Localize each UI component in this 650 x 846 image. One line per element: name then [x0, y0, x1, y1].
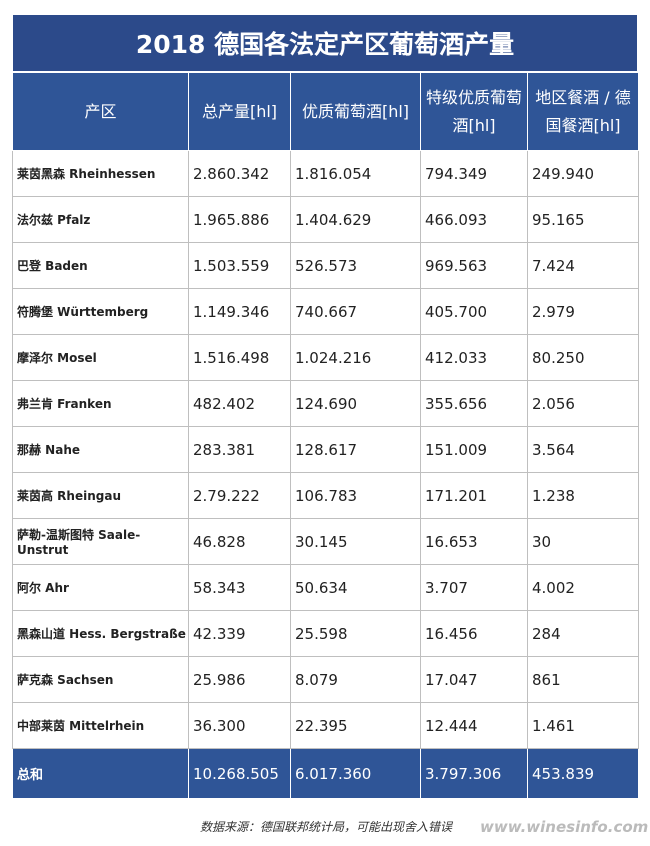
cell: 产区 — [12, 72, 189, 151]
cell: 1.965.886 — [188, 196, 291, 243]
cell: 16.456 — [420, 610, 528, 657]
cell: 22.395 — [290, 702, 421, 749]
cell: 128.617 — [290, 426, 421, 473]
table-wrap: 2018 德国各法定产区葡萄酒产量 产区 总产量[hl] 优质葡萄酒[hl] 特级优质… — [12, 14, 639, 799]
data-row: 萨勒-温斯图特 Saale-Unstrut 46.828 30.145 16.653 3… — [12, 518, 639, 565]
cell: 16.653 — [420, 518, 528, 565]
cell: 摩泽尔 Mosel — [12, 334, 189, 381]
data-row: 法尔兹 Pfalz 1.965.886 1.404.629 466.093 95.165 — [12, 196, 639, 243]
cell: 30.145 — [290, 518, 421, 565]
cell: 50.634 — [290, 564, 421, 611]
data-row: 中部莱茵 Mittelrhein 36.300 22.395 12.444 1.461 — [12, 702, 639, 749]
cell: 284 — [527, 610, 639, 657]
cell: 6.017.360 — [290, 748, 421, 799]
cell: 405.700 — [420, 288, 528, 335]
cell: 12.444 — [420, 702, 528, 749]
cell: 1.461 — [527, 702, 639, 749]
cell: 1.816.054 — [290, 150, 421, 197]
cell: 10.268.505 — [188, 748, 291, 799]
cell: 符腾堡 Württemberg — [12, 288, 189, 335]
cell: 优质葡萄酒[hl] — [290, 72, 421, 151]
cell: 阿尔 Ahr — [12, 564, 189, 611]
cell: 3.707 — [420, 564, 528, 611]
data-row: 那赫 Nahe 283.381 128.617 151.009 3.564 — [12, 426, 639, 473]
cell: 1.149.346 — [188, 288, 291, 335]
cell: 4.002 — [527, 564, 639, 611]
cell: 1.024.216 — [290, 334, 421, 381]
cell: 特级优质葡萄酒[hl] — [420, 72, 528, 151]
cell: 794.349 — [420, 150, 528, 197]
cell: 8.079 — [290, 656, 421, 703]
cell: 法尔兹 Pfalz — [12, 196, 189, 243]
cell: 969.563 — [420, 242, 528, 289]
cell: 25.986 — [188, 656, 291, 703]
cell: 740.667 — [290, 288, 421, 335]
cell: 2.860.342 — [188, 150, 291, 197]
data-row: 莱茵黑森 Rheinhessen 2.860.342 1.816.054 794.34… — [12, 150, 639, 197]
cell: 861 — [527, 656, 639, 703]
data-row: 弗兰肯 Franken 482.402 124.690 355.656 2.056 — [12, 380, 639, 427]
cell: 黑森山道 Hess. Bergstraße — [12, 610, 189, 657]
cell: 中部莱茵 Mittelrhein — [12, 702, 189, 749]
cell: 124.690 — [290, 380, 421, 427]
data-row: 莱茵高 Rheingau 2.79.222 106.783 171.201 1.238 — [12, 472, 639, 519]
watermark: www.winesinfo.com — [480, 818, 649, 836]
cell: 1.404.629 — [290, 196, 421, 243]
cell: 莱茵黑森 Rheinhessen — [12, 150, 189, 197]
cell: 3.564 — [527, 426, 639, 473]
data-row: 巴登 Baden 1.503.559 526.573 969.563 7.424 — [12, 242, 639, 289]
cell: 17.047 — [420, 656, 528, 703]
cell: 那赫 Nahe — [12, 426, 189, 473]
source-note: 数据来源：德国联邦统计局，可能出现舍入错误 — [200, 820, 453, 834]
cell: 412.033 — [420, 334, 528, 381]
cell: 2.79.222 — [188, 472, 291, 519]
cell: 482.402 — [188, 380, 291, 427]
cell: 25.598 — [290, 610, 421, 657]
cell: 地区餐酒 / 德国餐酒[hl] — [527, 72, 639, 151]
total-row: 总和 10.268.505 6.017.360 3.797.306 453.839 — [12, 748, 639, 799]
cell: 106.783 — [290, 472, 421, 519]
header-row: 产区 总产量[hl] 优质葡萄酒[hl] 特级优质葡萄酒[hl] 地区餐酒 / 德国餐酒… — [12, 72, 639, 151]
cell: 总产量[hl] — [188, 72, 291, 151]
cell: 58.343 — [188, 564, 291, 611]
cell: 弗兰肯 Franken — [12, 380, 189, 427]
cell: 2.056 — [527, 380, 639, 427]
cell: 42.339 — [188, 610, 291, 657]
cell: 466.093 — [420, 196, 528, 243]
cell: 80.250 — [527, 334, 639, 381]
cell: 巴登 Baden — [12, 242, 189, 289]
cell: 总和 — [12, 748, 189, 799]
cell: 95.165 — [527, 196, 639, 243]
cell: 283.381 — [188, 426, 291, 473]
cell: 46.828 — [188, 518, 291, 565]
cell: 249.940 — [527, 150, 639, 197]
cell: 3.797.306 — [420, 748, 528, 799]
cell: 526.573 — [290, 242, 421, 289]
cell: 30 — [527, 518, 639, 565]
cell: 1.516.498 — [188, 334, 291, 381]
cell: 151.009 — [420, 426, 528, 473]
cell: 2.979 — [527, 288, 639, 335]
cell: 萨克森 Sachsen — [12, 656, 189, 703]
data-row: 摩泽尔 Mosel 1.516.498 1.024.216 412.033 80.250 — [12, 334, 639, 381]
cell: 453.839 — [527, 748, 639, 799]
cell: 171.201 — [420, 472, 528, 519]
cell: 36.300 — [188, 702, 291, 749]
data-row: 阿尔 Ahr 58.343 50.634 3.707 4.002 — [12, 564, 639, 611]
title: 2018 德国各法定产区葡萄酒产量 — [12, 14, 638, 72]
table: 产区 总产量[hl] 优质葡萄酒[hl] 特级优质葡萄酒[hl] 地区餐酒 / 德国餐酒… — [12, 72, 639, 799]
cell: 355.656 — [420, 380, 528, 427]
cell: 萨勒-温斯图特 Saale-Unstrut — [12, 518, 189, 565]
data-row: 黑森山道 Hess. Bergstraße 42.339 25.598 16.456 2… — [12, 610, 639, 657]
cell: 莱茵高 Rheingau — [12, 472, 189, 519]
cell: 7.424 — [527, 242, 639, 289]
cell: 1.238 — [527, 472, 639, 519]
data-row: 符腾堡 Württemberg 1.149.346 740.667 405.700 2.… — [12, 288, 639, 335]
data-row: 萨克森 Sachsen 25.986 8.079 17.047 861 — [12, 656, 639, 703]
cell: 1.503.559 — [188, 242, 291, 289]
